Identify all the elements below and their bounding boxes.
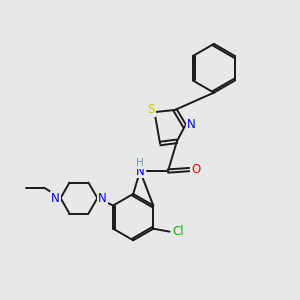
Text: N: N bbox=[136, 164, 144, 178]
Text: O: O bbox=[191, 163, 201, 176]
Text: N: N bbox=[187, 118, 196, 131]
Text: H: H bbox=[136, 158, 144, 168]
Text: N: N bbox=[51, 192, 60, 205]
Text: N: N bbox=[98, 192, 107, 205]
Text: Cl: Cl bbox=[173, 225, 184, 238]
Text: S: S bbox=[147, 103, 155, 116]
